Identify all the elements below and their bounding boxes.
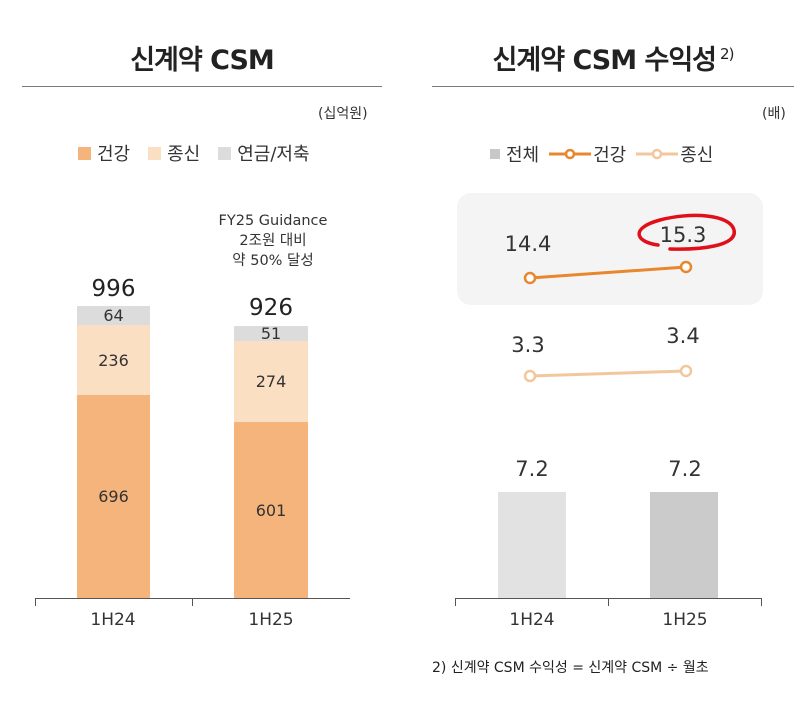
total-bar-1h25 [650,492,718,598]
footnote: 2) 신계약 CSM 수익성 = 신계약 CSM ÷ 월초 [432,660,709,676]
right-unit-label: (배) [762,106,786,122]
right-title-text: 신계약 CSM 수익성 [492,45,717,76]
right-title-divider [432,86,794,87]
legend-label: 건강 [593,145,627,166]
total-value-1h25: 7.2 [668,457,702,481]
guidance-annotation: FY25 Guidance 2조원 대비 약 50% 달성 [198,211,348,271]
guidance-line-2: 2조원 대비 [239,233,307,249]
legend-item-total: 전체 [490,141,539,167]
x-label-1h24: 1H24 [509,610,555,630]
bar-seg-annuity: 64 [77,306,150,325]
footnote-marker: 2) [720,45,734,63]
bar-seg-whole-life: 236 [77,325,150,395]
seg-value: 64 [103,306,124,325]
red-circle-highlight [637,213,736,251]
stacked-bar-1h25: 51 274 601 [234,324,308,598]
x-label-1h25: 1H25 [662,610,708,630]
health-value-1h24: 14.4 [504,232,552,256]
bar-seg-health: 696 [77,395,150,598]
health-value-1h25: 15.3 [659,223,707,247]
line-marker-icon [636,148,679,160]
line-marker-icon [549,148,592,160]
line-series-plot [523,260,693,383]
whole-life-value-1h24: 3.3 [511,333,545,357]
legend-swatch-annuity [218,146,232,160]
legend-label: 종신 [680,145,714,166]
health-highlight-box [457,193,763,305]
legend-item-whole-life: 종신 [148,140,200,166]
right-legend: 전체 건강 종신 [490,141,713,167]
right-chart-title: 신계약 CSM 수익성 2) [432,38,794,77]
bar-seg-health: 601 [234,422,308,598]
guidance-line-1: FY25 Guidance [218,213,328,229]
seg-value: 601 [255,500,287,520]
left-unit-label: (십억원) [318,106,368,122]
axis-tick [608,598,609,606]
total-value-1h24: 7.2 [515,457,549,481]
legend-label: 종신 [167,144,201,165]
left-title-divider [22,86,382,87]
seg-value: 696 [98,487,129,506]
left-legend: 건강 종신 연금/저축 [78,140,310,166]
legend-item-health: 건강 [78,140,130,166]
x-label-1h24: 1H24 [90,610,136,630]
axis-tick [761,598,762,606]
legend-item-health-line: 건강 [549,141,626,167]
legend-item-annuity: 연금/저축 [218,140,310,166]
legend-item-whole-life-line: 종신 [636,141,713,167]
total-bar-1h24 [498,492,566,598]
bar-seg-annuity: 51 [234,324,308,343]
left-chart-title: 신계약 CSM [130,45,275,76]
x-label-1h25: 1H25 [248,610,294,630]
stacked-bar-1h24: 64 236 696 [77,306,150,598]
legend-label: 건강 [97,144,131,165]
bar-total-1h24: 996 [91,276,136,302]
legend-label: 연금/저축 [237,144,310,165]
axis-tick [455,598,456,606]
seg-value: 236 [98,350,129,370]
axis-tick [192,598,193,606]
seg-value: 51 [260,324,282,343]
legend-swatch-health [78,146,91,160]
guidance-line-3: 약 50% 달성 [232,253,314,269]
seg-value: 274 [255,372,287,391]
legend-swatch-whole-life [148,146,162,160]
bar-seg-whole-life: 274 [234,341,308,422]
bar-total-1h25: 926 [249,295,293,321]
axis-tick [35,598,36,606]
legend-swatch-total [490,149,500,159]
legend-label: 전체 [506,145,540,166]
whole-life-value-1h25: 3.4 [666,324,700,348]
